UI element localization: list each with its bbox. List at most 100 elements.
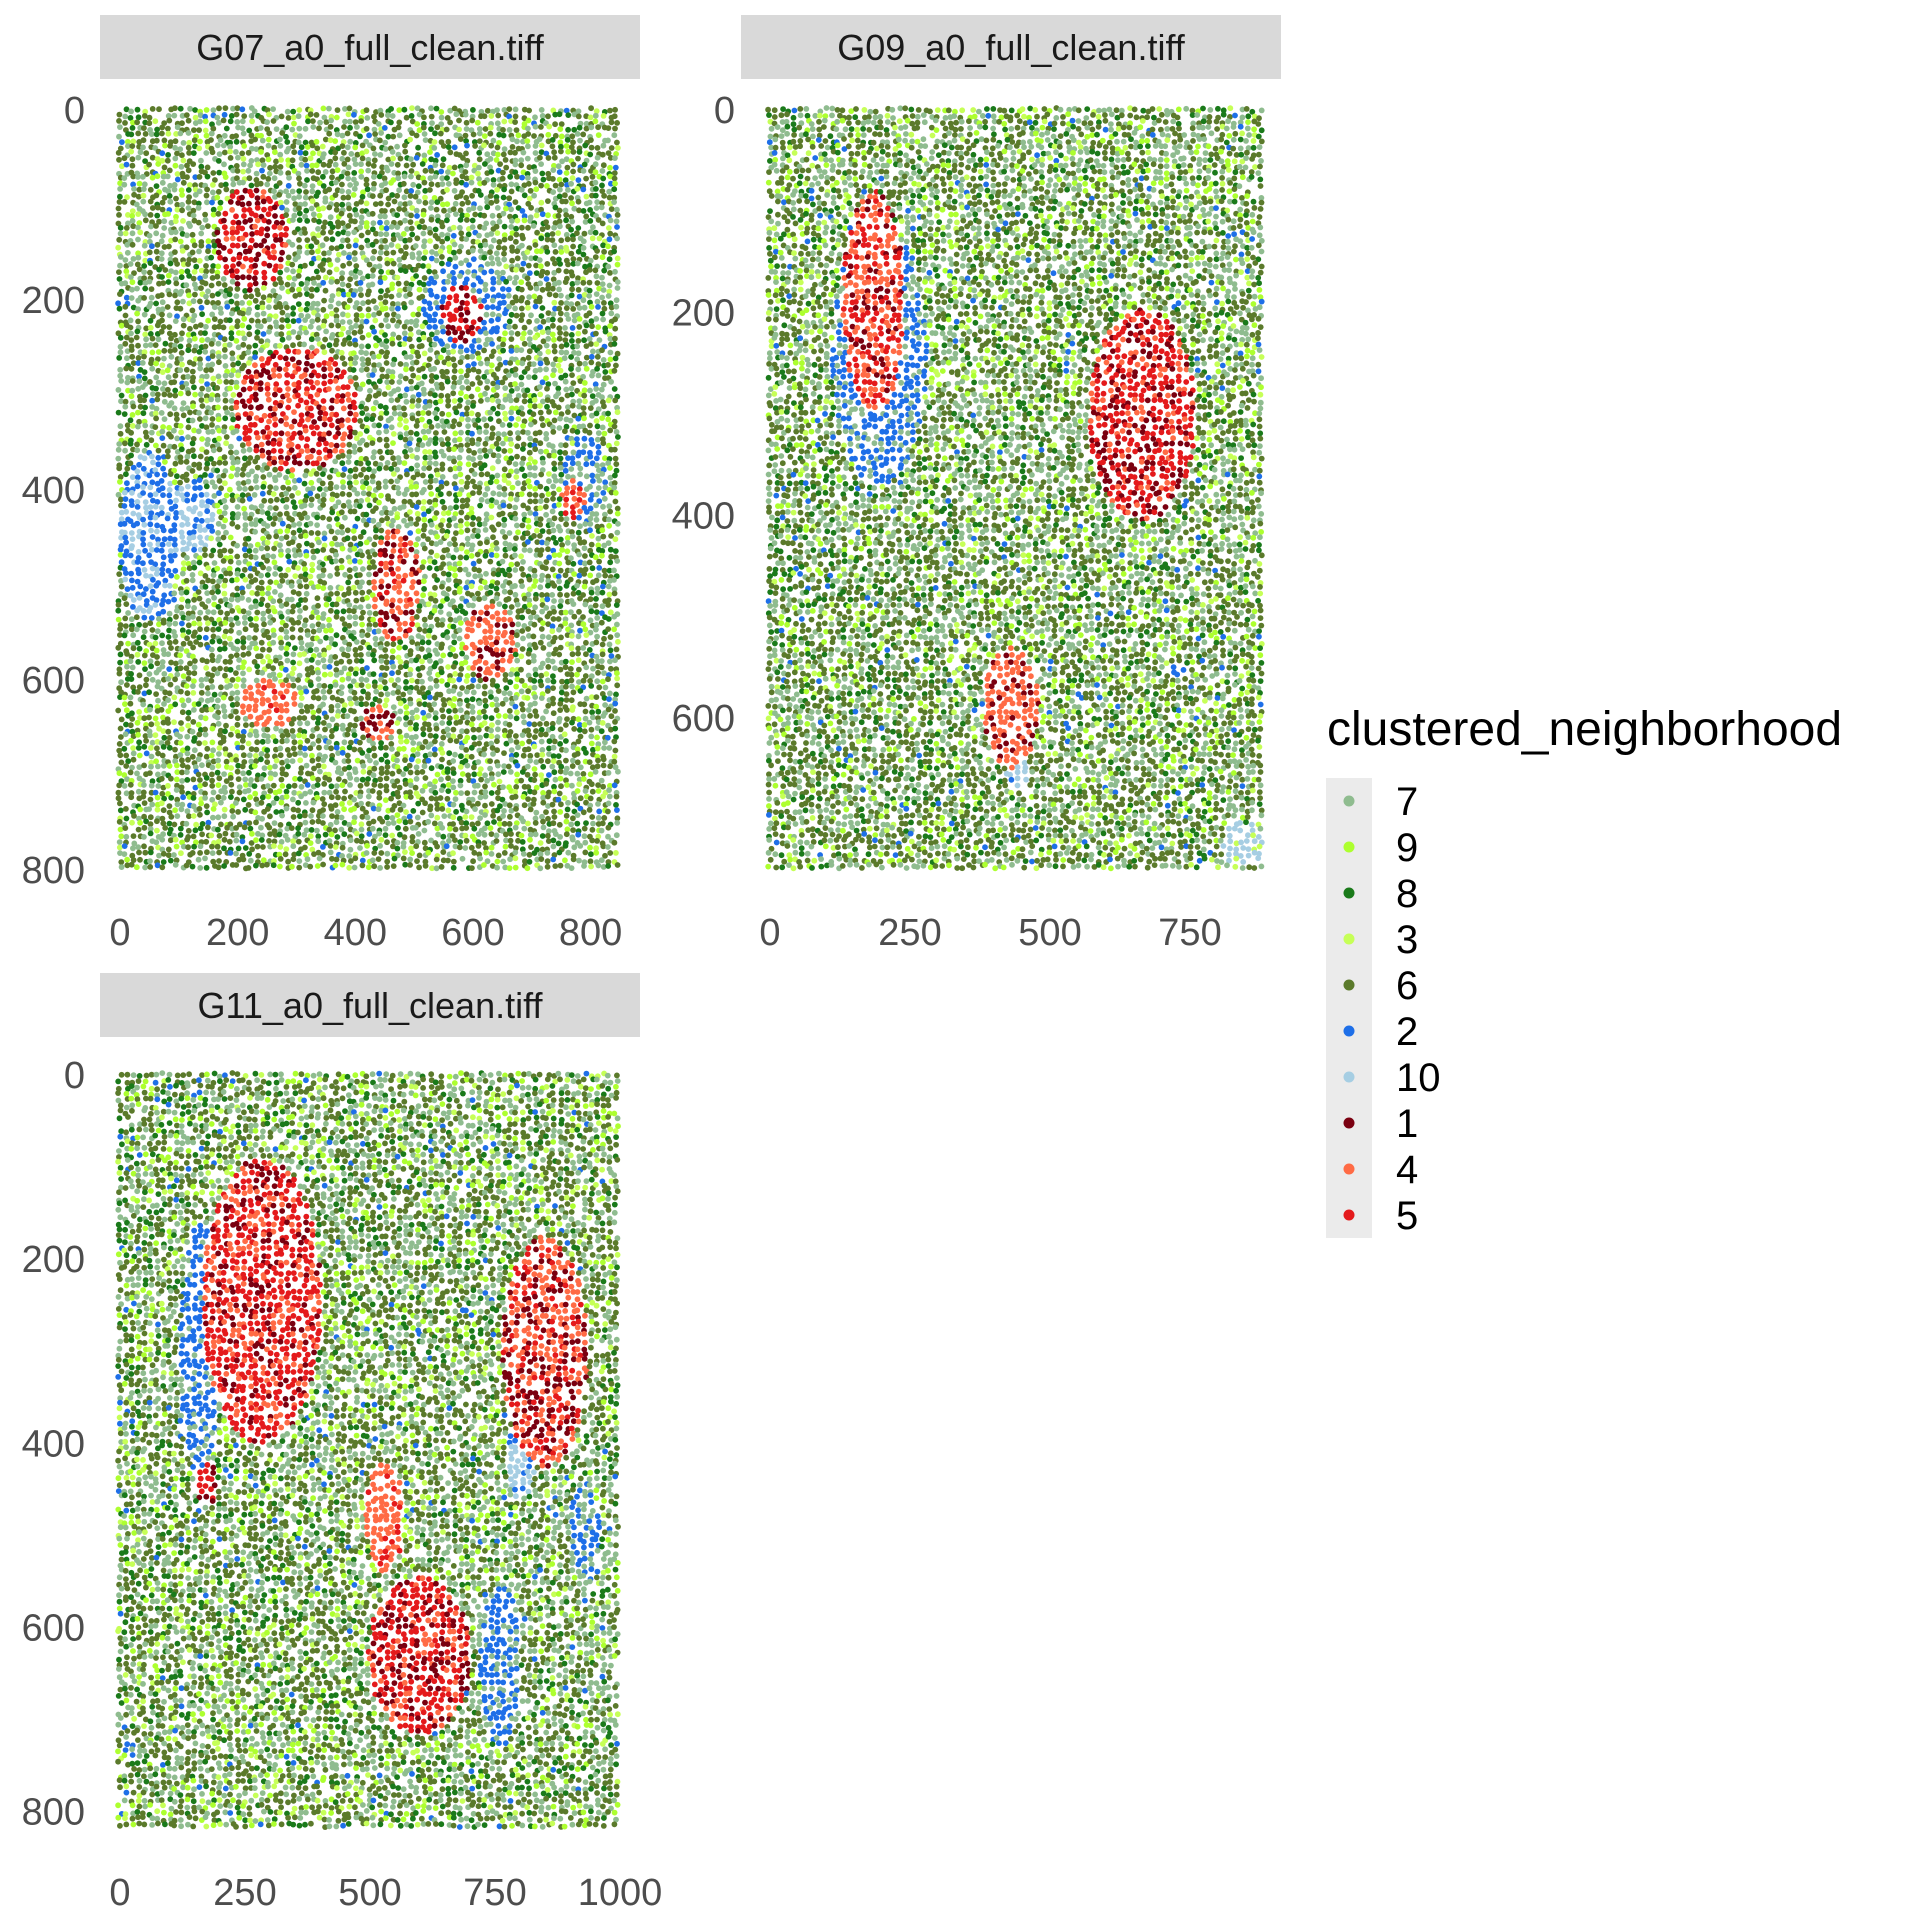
data-point <box>202 280 209 287</box>
data-point <box>252 342 259 349</box>
data-point <box>431 365 438 372</box>
data-point <box>153 230 160 237</box>
data-point <box>142 211 149 218</box>
data-point <box>533 212 540 219</box>
data-point <box>501 466 508 473</box>
data-point <box>451 458 457 465</box>
data-point <box>539 211 546 218</box>
data-point <box>403 453 410 460</box>
data-point <box>500 194 507 201</box>
data-point <box>227 118 234 125</box>
data-point <box>279 309 286 316</box>
data-point <box>589 441 595 447</box>
data-point <box>377 415 384 422</box>
data-point <box>415 144 421 151</box>
data-point <box>439 466 446 472</box>
data-point <box>594 423 601 430</box>
data-point <box>178 485 185 492</box>
data-point <box>574 343 581 350</box>
data-point <box>404 386 410 393</box>
data-point <box>191 127 197 133</box>
data-point <box>142 285 149 292</box>
data-point <box>557 223 563 230</box>
data-point <box>304 144 311 150</box>
data-point <box>549 508 556 515</box>
data-point <box>532 179 539 186</box>
data-point <box>581 304 588 311</box>
data-point <box>183 282 190 289</box>
data-point <box>272 466 278 473</box>
data-point <box>208 254 215 261</box>
data-point <box>383 442 390 449</box>
data-point <box>371 362 377 369</box>
data-point <box>444 201 451 208</box>
data-point <box>390 249 397 256</box>
data-point <box>420 281 427 288</box>
data-point <box>377 448 383 455</box>
data-point <box>334 131 341 138</box>
data-point <box>577 508 583 515</box>
data-point <box>532 459 538 465</box>
data-point <box>347 433 353 440</box>
data-point <box>582 360 588 367</box>
data-point <box>280 484 287 491</box>
data-point <box>185 167 192 174</box>
data-point <box>314 379 321 386</box>
data-point <box>278 113 285 120</box>
data-point <box>155 391 161 398</box>
data-point <box>296 286 302 293</box>
data-point <box>614 235 620 242</box>
data-point <box>229 497 236 504</box>
data-point <box>526 270 533 276</box>
data-point <box>518 347 525 353</box>
data-point <box>290 311 296 317</box>
data-point <box>415 311 422 318</box>
data-point <box>570 139 576 146</box>
data-point <box>295 334 302 341</box>
data-point <box>322 136 329 143</box>
data-point <box>476 156 483 163</box>
data-point <box>296 359 302 366</box>
data-point <box>316 361 322 368</box>
data-point <box>222 517 229 524</box>
data-point <box>302 497 309 504</box>
data-point <box>359 193 366 200</box>
data-point <box>539 170 546 177</box>
data-point <box>550 483 557 490</box>
data-point <box>321 380 328 387</box>
data-point <box>599 254 606 261</box>
data-point <box>233 404 240 411</box>
data-point <box>552 260 558 267</box>
data-point <box>154 471 161 478</box>
data-point <box>353 354 359 361</box>
data-point <box>345 164 352 171</box>
data-point <box>352 429 358 436</box>
data-point <box>514 138 520 145</box>
data-point <box>500 210 507 217</box>
data-point <box>272 281 279 287</box>
data-point <box>260 173 267 180</box>
data-point <box>440 312 447 319</box>
data-point <box>478 471 485 478</box>
data-point <box>612 397 619 404</box>
data-point <box>143 336 150 343</box>
data-point <box>487 416 494 422</box>
data-point <box>363 181 370 188</box>
data-point <box>524 275 531 282</box>
data-point <box>428 291 435 298</box>
data-point <box>493 194 500 200</box>
data-point <box>272 416 278 422</box>
data-point <box>385 201 391 208</box>
data-point <box>159 130 165 137</box>
data-point <box>501 448 508 454</box>
data-point <box>164 304 171 310</box>
data-point <box>148 437 155 444</box>
data-point <box>525 143 531 150</box>
data-point <box>198 285 204 291</box>
data-point <box>339 143 346 150</box>
data-point <box>507 495 514 502</box>
data-point <box>146 249 153 256</box>
data-point <box>124 379 131 386</box>
data-point <box>401 330 408 337</box>
data-point <box>487 193 494 199</box>
